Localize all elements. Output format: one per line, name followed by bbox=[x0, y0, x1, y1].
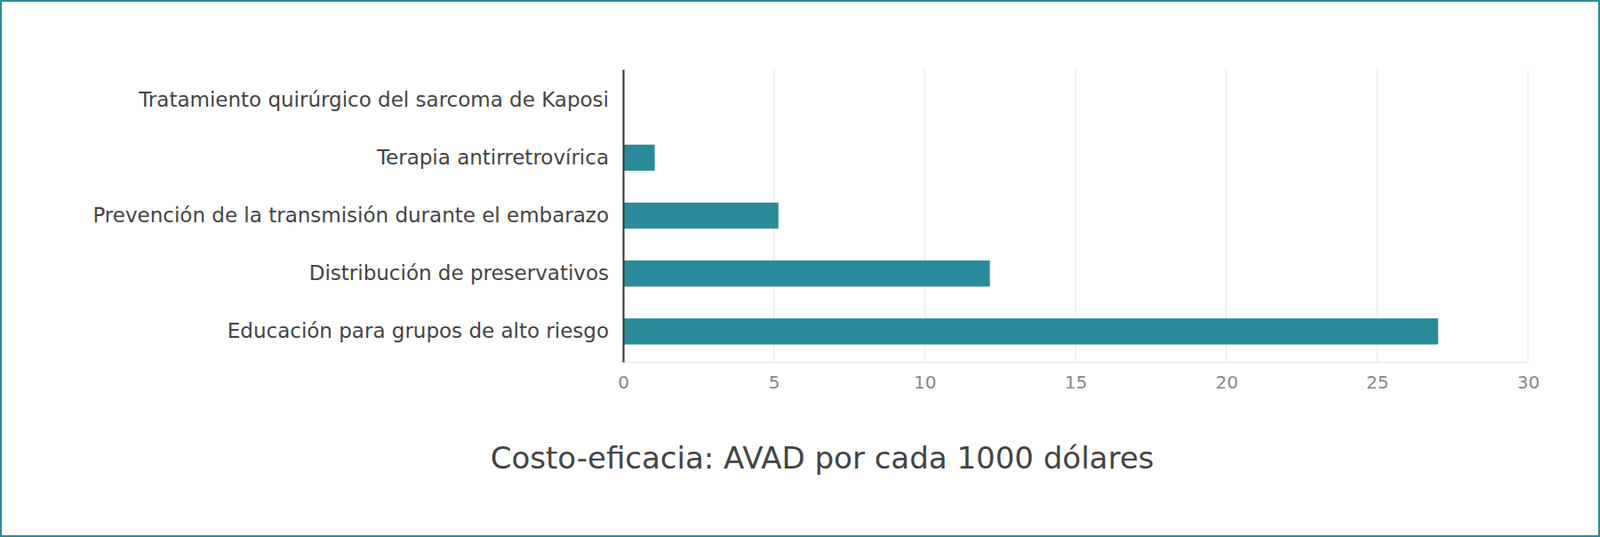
bar bbox=[623, 260, 991, 287]
x-tick-label: 5 bbox=[768, 371, 781, 393]
plot: 0 5 10 15 20 25 30 Tratamiento quirúrgico del s… bbox=[92, 69, 1540, 393]
x-tick-label: 30 bbox=[1517, 371, 1540, 393]
bar bbox=[623, 318, 1439, 344]
y-tick: Prevención de la transmisión durante el … bbox=[92, 203, 624, 227]
y-tick-label: Distribución de preservativos bbox=[309, 261, 609, 285]
x-tick: 15 bbox=[1064, 361, 1088, 393]
y-tick-label: Tratamiento quirúrgico del sarcoma de Ka… bbox=[137, 88, 609, 112]
x-tick-label: 20 bbox=[1215, 371, 1238, 393]
frame bbox=[0, 0, 1600, 536]
grid-line bbox=[1376, 69, 1378, 362]
grid-line bbox=[1225, 69, 1227, 362]
title: Costo-eficacia: AVAD por cada 1000 dólar… bbox=[490, 440, 1155, 476]
chart: 0 5 10 15 20 25 30 Tratamiento quirúrgico del s… bbox=[0, 0, 1600, 537]
y-tick-label: Terapia antirretrovírica bbox=[376, 145, 609, 169]
x-tick-label: 10 bbox=[913, 371, 936, 393]
x-tick: 30 bbox=[1517, 361, 1540, 393]
grid-line bbox=[1075, 69, 1077, 362]
grid bbox=[623, 69, 1528, 362]
x-axis-line bbox=[624, 361, 1529, 363]
x-tick: 25 bbox=[1366, 361, 1389, 393]
x-tick: 20 bbox=[1215, 361, 1238, 393]
x-tick: 10 bbox=[913, 361, 936, 393]
y-tick-label: Prevención de la transmisión durante el … bbox=[92, 203, 609, 227]
grid-line bbox=[924, 69, 926, 362]
x-tick: 0 bbox=[617, 361, 630, 393]
y-tick: Terapia antirretrovírica bbox=[376, 145, 624, 169]
grid-line bbox=[623, 69, 624, 362]
grid-line bbox=[1528, 69, 1529, 362]
y-tick: Educación para grupos de alto riesgo bbox=[227, 319, 624, 343]
bar bbox=[623, 202, 779, 229]
y-tick: Tratamiento quirúrgico del sarcoma de Ka… bbox=[137, 88, 624, 112]
bar bbox=[623, 144, 656, 171]
bars bbox=[623, 144, 1439, 345]
x-tick-label: 0 bbox=[617, 371, 630, 393]
y-tick-label: Educación para grupos de alto riesgo bbox=[227, 319, 609, 343]
x-axis: 0 5 10 15 20 25 30 bbox=[617, 361, 1540, 393]
x-tick-label: 15 bbox=[1064, 371, 1088, 393]
x-tick-label: 25 bbox=[1366, 371, 1389, 393]
x-tick: 5 bbox=[768, 361, 781, 393]
y-axis: Tratamiento quirúrgico del sarcoma de Ka… bbox=[92, 70, 624, 363]
y-tick: Distribución de preservativos bbox=[309, 261, 624, 285]
y-axis-line bbox=[623, 70, 625, 363]
